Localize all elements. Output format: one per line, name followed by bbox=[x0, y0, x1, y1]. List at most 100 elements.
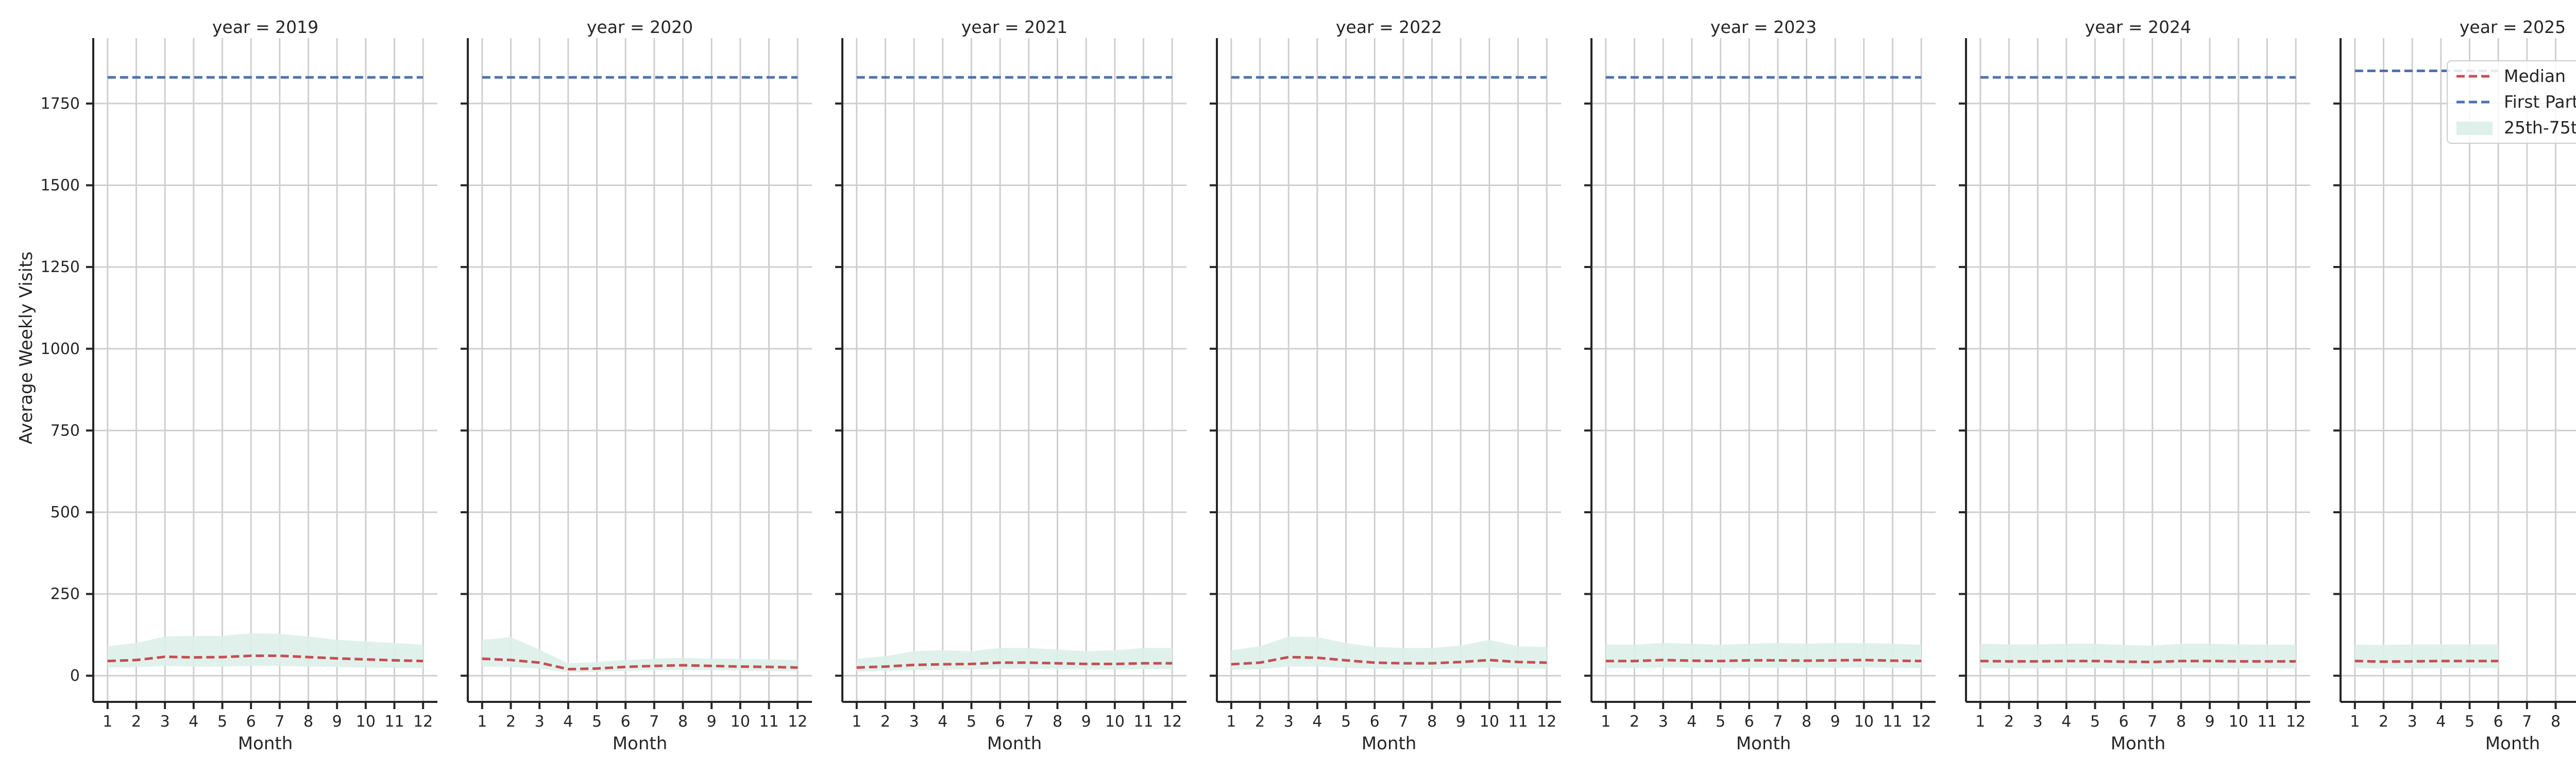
x-tick-label: 6 bbox=[1744, 713, 1754, 731]
x-tick-label: 2 bbox=[2379, 713, 2388, 731]
x-tick-label: 6 bbox=[621, 713, 631, 731]
facet-title: year = 2023 bbox=[1710, 17, 1817, 37]
legend-label: 25th-75th Percentile bbox=[2504, 117, 2576, 138]
x-axis-label: Month bbox=[2485, 733, 2540, 754]
x-tick-label: 8 bbox=[2551, 713, 2561, 731]
x-tick-label: 5 bbox=[2465, 713, 2475, 731]
x-tick-label: 5 bbox=[1341, 713, 1351, 731]
x-tick-label: 8 bbox=[303, 713, 313, 731]
facet-title: year = 2024 bbox=[2085, 17, 2191, 37]
percentile-band bbox=[1231, 636, 1547, 670]
x-tick-label: 9 bbox=[707, 713, 717, 731]
x-tick-label: 9 bbox=[2205, 713, 2215, 731]
x-tick-label: 12 bbox=[1162, 713, 1182, 731]
x-tick-label: 10 bbox=[356, 713, 376, 731]
x-tick-label: 1 bbox=[1226, 713, 1236, 731]
x-tick-label: 10 bbox=[731, 713, 750, 731]
y-tick-label: 250 bbox=[50, 585, 80, 603]
x-tick-label: 6 bbox=[1370, 713, 1380, 731]
x-tick-label: 12 bbox=[1537, 713, 1556, 731]
percentile-band bbox=[1605, 643, 1922, 668]
x-axis-label: Month bbox=[987, 733, 1042, 754]
x-tick-label: 5 bbox=[1716, 713, 1725, 731]
x-tick-label: 2 bbox=[1255, 713, 1265, 731]
x-tick-label: 2 bbox=[880, 713, 890, 731]
facet-title: year = 2020 bbox=[587, 17, 693, 37]
x-tick-label: 3 bbox=[2033, 713, 2043, 731]
x-tick-label: 3 bbox=[535, 713, 545, 731]
x-tick-label: 12 bbox=[788, 713, 807, 731]
x-tick-label: 11 bbox=[1883, 713, 1902, 731]
x-tick-label: 10 bbox=[1480, 713, 1499, 731]
percentile-band bbox=[1980, 644, 2296, 669]
x-tick-label: 9 bbox=[332, 713, 342, 731]
percentile-band bbox=[2354, 644, 2499, 669]
x-tick-label: 6 bbox=[2119, 713, 2129, 731]
x-tick-label: 3 bbox=[1284, 713, 1294, 731]
y-axis-label: Average Weekly Visits bbox=[16, 251, 37, 444]
x-tick-label: 4 bbox=[938, 713, 947, 731]
facet-title: year = 2025 bbox=[2460, 17, 2566, 37]
x-tick-label: 8 bbox=[2176, 713, 2186, 731]
x-tick-label: 10 bbox=[1105, 713, 1125, 731]
percentile-band bbox=[856, 648, 1173, 671]
x-tick-label: 7 bbox=[1024, 713, 1033, 731]
x-tick-label: 4 bbox=[1687, 713, 1697, 731]
x-tick-label: 5 bbox=[967, 713, 976, 731]
x-axis-label: Month bbox=[1736, 733, 1791, 754]
x-tick-label: 4 bbox=[2436, 713, 2446, 731]
x-axis-label: Month bbox=[1362, 733, 1417, 754]
x-tick-label: 9 bbox=[1081, 713, 1091, 731]
x-axis-label: Month bbox=[2111, 733, 2166, 754]
legend-label: Median bbox=[2504, 66, 2566, 86]
x-tick-label: 3 bbox=[160, 713, 170, 731]
y-tick-label: 500 bbox=[50, 503, 80, 522]
x-tick-label: 8 bbox=[1053, 713, 1062, 731]
x-tick-label: 6 bbox=[995, 713, 1005, 731]
x-tick-label: 1 bbox=[852, 713, 861, 731]
x-tick-label: 11 bbox=[2257, 713, 2277, 731]
x-tick-label: 3 bbox=[909, 713, 919, 731]
x-tick-label: 7 bbox=[2147, 713, 2157, 731]
x-tick-label: 1 bbox=[1975, 713, 1985, 731]
x-tick-label: 2 bbox=[131, 713, 141, 731]
x-tick-label: 7 bbox=[649, 713, 659, 731]
percentile-band bbox=[482, 637, 798, 673]
facet-title: year = 2019 bbox=[212, 17, 318, 37]
median-line bbox=[482, 657, 798, 671]
x-tick-label: 11 bbox=[384, 713, 404, 731]
median-line bbox=[107, 654, 423, 663]
percentile-band bbox=[107, 633, 423, 668]
x-tick-label: 11 bbox=[1508, 713, 1528, 731]
legend: Median First Party Median 25th-75th Percen… bbox=[2447, 60, 2576, 144]
y-tick-label: 750 bbox=[50, 422, 80, 440]
facet-title: year = 2021 bbox=[961, 17, 1067, 37]
legend-swatch-band bbox=[2456, 122, 2493, 135]
x-tick-label: 3 bbox=[2408, 713, 2417, 731]
median-line bbox=[2354, 660, 2499, 663]
y-tick-label: 1500 bbox=[41, 177, 80, 195]
x-tick-label: 2 bbox=[506, 713, 516, 731]
x-tick-label: 4 bbox=[2061, 713, 2071, 731]
x-tick-label: 9 bbox=[1456, 713, 1466, 731]
x-axis-label: Month bbox=[613, 733, 668, 754]
x-tick-label: 9 bbox=[1831, 713, 1840, 731]
x-tick-label: 1 bbox=[477, 713, 487, 731]
y-tick-label: 1750 bbox=[41, 95, 80, 113]
x-tick-label: 12 bbox=[2286, 713, 2306, 731]
x-tick-label: 4 bbox=[189, 713, 198, 731]
x-tick-label: 7 bbox=[1773, 713, 1783, 731]
x-tick-label: 2 bbox=[1630, 713, 1639, 731]
x-tick-label: 4 bbox=[563, 713, 573, 731]
x-tick-label: 8 bbox=[1802, 713, 1811, 731]
x-tick-label: 5 bbox=[2090, 713, 2100, 731]
x-tick-label: 8 bbox=[1427, 713, 1437, 731]
